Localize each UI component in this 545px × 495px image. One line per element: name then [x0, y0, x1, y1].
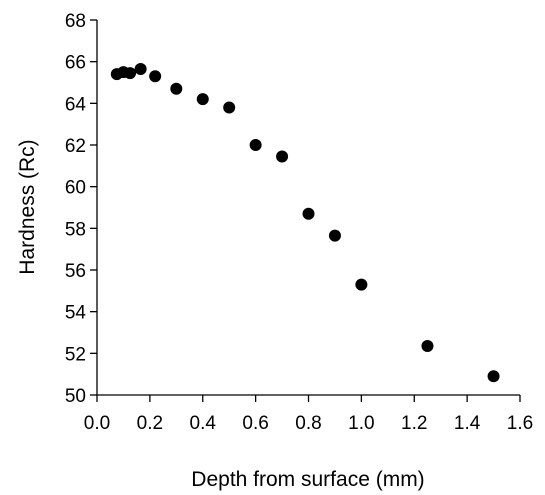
data-point [302, 207, 315, 220]
x-tick-label: 0.6 [242, 413, 268, 434]
data-points [110, 62, 500, 383]
data-point [249, 139, 262, 151]
data-point [276, 150, 289, 163]
data-point [223, 101, 236, 114]
x-axis-title: Depth from surface (mm) [191, 468, 424, 491]
y-tick-label: 58 [65, 219, 86, 240]
x-tick-label: 0.2 [137, 413, 163, 434]
data-point [355, 278, 368, 291]
y-tick-label: 60 [65, 178, 86, 199]
y-tick-label: 50 [65, 386, 86, 407]
x-tick-label: 1.4 [454, 413, 481, 434]
y-axis-title: Hardness (Rc) [16, 139, 39, 274]
y-tick-label: 68 [65, 11, 86, 32]
data-point [196, 93, 209, 106]
y-tick-label: 54 [65, 303, 87, 324]
x-tick-label: 0.0 [84, 413, 110, 434]
x-tick-label: 0.8 [295, 413, 321, 434]
data-point [170, 82, 183, 95]
y-tick-label: 66 [65, 53, 86, 74]
x-tick-label: 1.0 [348, 413, 374, 434]
x-tick-label: 0.4 [190, 413, 217, 434]
data-point [487, 370, 500, 383]
y-tick-label: 64 [65, 94, 87, 115]
x-tick-label: 1.6 [507, 413, 533, 434]
y-ticks: 50 52 54 56 58 60 62 64 66 68 [65, 11, 97, 407]
x-ticks: 0.0 0.2 0.4 0.6 0.8 1.0 1.2 1.4 1.6 [84, 395, 533, 434]
data-point [421, 340, 434, 353]
data-point [149, 70, 162, 83]
y-tick-label: 62 [65, 136, 86, 157]
data-point [124, 67, 137, 80]
data-point [328, 229, 341, 242]
y-tick-label: 52 [65, 344, 86, 365]
y-tick-label: 56 [65, 261, 86, 282]
data-point [134, 62, 147, 75]
x-tick-label: 1.2 [401, 413, 427, 434]
